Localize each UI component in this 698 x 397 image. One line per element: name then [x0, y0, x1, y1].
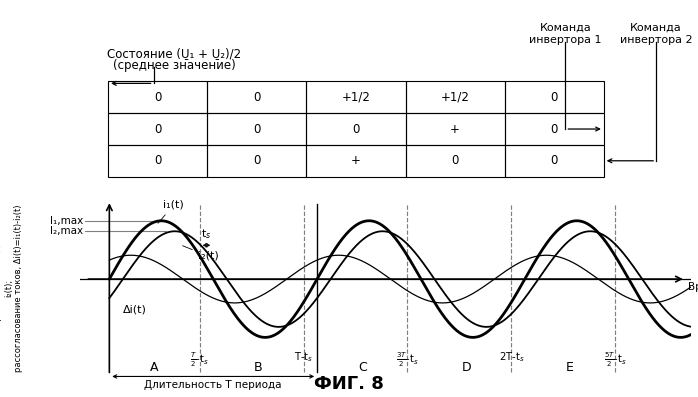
- Bar: [207, 145, 306, 177]
- Text: i₂(t): i₂(t): [183, 246, 218, 261]
- Text: 0: 0: [551, 91, 558, 104]
- Bar: [505, 145, 604, 177]
- Bar: [406, 81, 505, 113]
- Text: D: D: [461, 361, 471, 374]
- Text: A: A: [150, 361, 158, 374]
- Bar: [306, 145, 406, 177]
- Bar: [406, 113, 505, 145]
- Text: Время t: Время t: [688, 281, 698, 292]
- Text: ФИГ. 8: ФИГ. 8: [314, 375, 384, 393]
- Text: +: +: [450, 123, 460, 135]
- Text: Длительность T периода: Длительность T периода: [144, 380, 282, 390]
- Bar: [306, 113, 406, 145]
- Text: 0: 0: [253, 123, 260, 135]
- Text: +1/2: +1/2: [341, 91, 371, 104]
- Bar: [306, 81, 406, 113]
- Text: t$_s$: t$_s$: [201, 227, 211, 241]
- Bar: [207, 113, 306, 145]
- Bar: [108, 81, 207, 113]
- Text: +1/2: +1/2: [440, 91, 470, 104]
- Text: 0: 0: [253, 91, 260, 104]
- Text: I₂,max: I₂,max: [50, 226, 83, 236]
- Bar: [505, 81, 604, 113]
- Text: 0: 0: [154, 91, 161, 104]
- Text: E: E: [566, 361, 574, 374]
- Text: 0: 0: [551, 154, 558, 167]
- Bar: [505, 113, 604, 145]
- Text: $\frac{3T}{2}$-t$_s$: $\frac{3T}{2}$-t$_s$: [396, 350, 419, 368]
- Text: $\frac{T}{2}$-t$_s$: $\frac{T}{2}$-t$_s$: [191, 350, 209, 368]
- Bar: [207, 81, 306, 113]
- Text: $\frac{5T}{2}$-t$_s$: $\frac{5T}{2}$-t$_s$: [604, 350, 627, 368]
- Text: 0: 0: [551, 123, 558, 135]
- Text: i₁(t): i₁(t): [158, 200, 184, 224]
- Text: Δi(t): Δi(t): [123, 304, 147, 314]
- Bar: [406, 145, 505, 177]
- Text: Состояние (U̱₁ + U̱₂)/2: Состояние (U̱₁ + U̱₂)/2: [107, 47, 242, 60]
- Text: I₁,max: I₁,max: [50, 216, 83, 226]
- Text: C: C: [358, 361, 366, 374]
- Text: 0: 0: [154, 123, 161, 135]
- Text: 0: 0: [452, 154, 459, 167]
- Text: 0: 0: [352, 123, 359, 135]
- Bar: [108, 145, 207, 177]
- Bar: [108, 113, 207, 145]
- Text: Команда
инвертора 2: Команда инвертора 2: [620, 23, 692, 45]
- Text: +: +: [351, 154, 361, 167]
- Text: 2T-t$_s$: 2T-t$_s$: [498, 350, 524, 364]
- Text: T-t$_s$: T-t$_s$: [294, 350, 313, 364]
- Text: B: B: [254, 361, 262, 374]
- Text: Резонансные переменные выходные токи i₁(t), i₂(t);
рассогласование токов, Δi(t)=: Резонансные переменные выходные токи i₁(…: [0, 184, 23, 392]
- Text: Команда
инвертора 1: Команда инвертора 1: [529, 23, 602, 45]
- Text: 0: 0: [154, 154, 161, 167]
- Text: 0: 0: [253, 154, 260, 167]
- Text: (среднее значение): (среднее значение): [113, 59, 236, 72]
